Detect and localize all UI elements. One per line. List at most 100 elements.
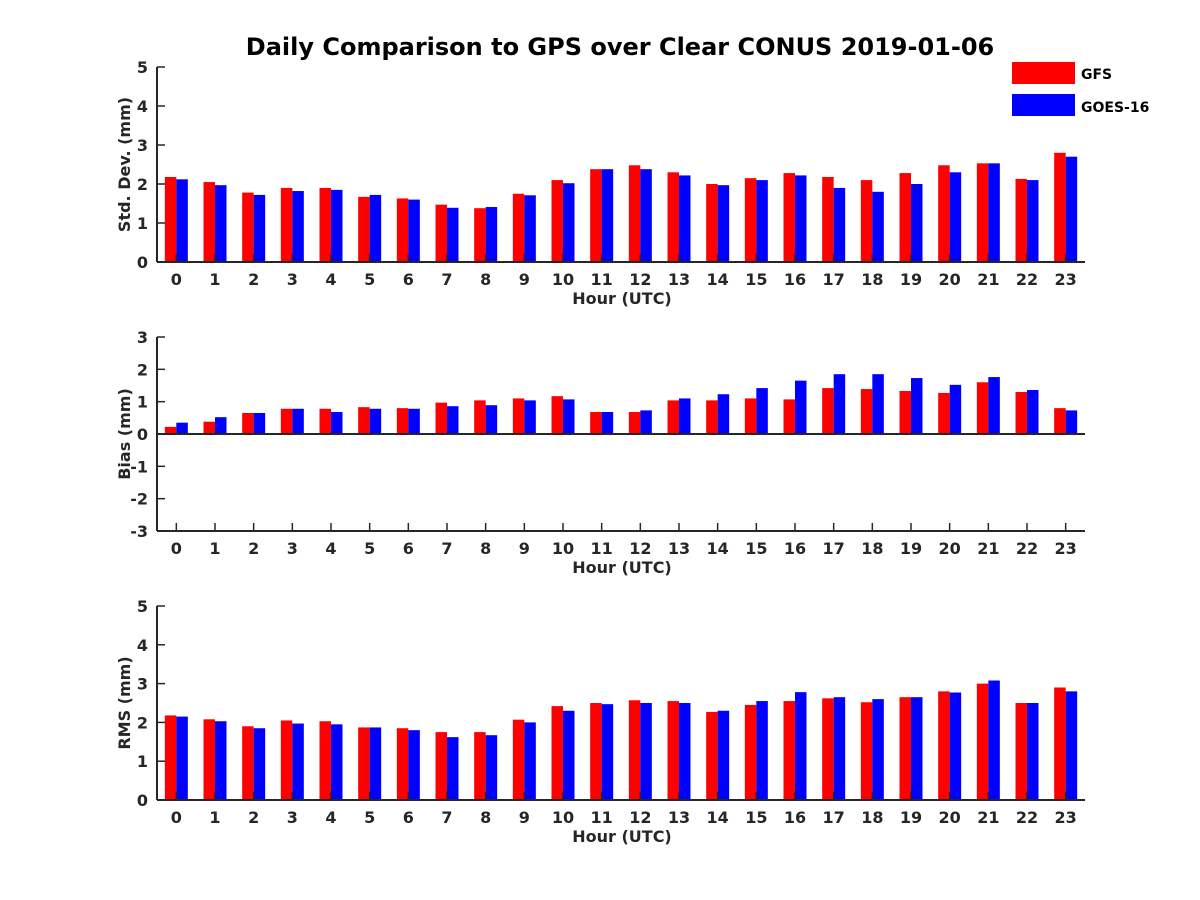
- bar-bias-gfs-hour-3: [280, 408, 293, 434]
- y-tick-label: -1: [130, 457, 148, 476]
- x-tick-label: 0: [171, 270, 182, 289]
- x-tick-label: 18: [861, 270, 883, 289]
- x-tick-label: 18: [861, 539, 883, 558]
- bar-rms-goes16-hour-2: [253, 728, 266, 800]
- bar-std-dev-goes16-hour-1: [215, 185, 227, 262]
- bar-bias-goes16-hour-4: [331, 412, 343, 434]
- bar-rms-gfs-hour-14: [706, 711, 718, 800]
- bar-std-dev-goes16-hour-21: [988, 163, 1000, 262]
- bar-rms-gfs-hour-22: [1015, 703, 1027, 800]
- bar-bias-gfs-hour-20: [938, 392, 950, 434]
- bar-std-dev-gfs-hour-17: [822, 176, 834, 262]
- legend-label-goes16: GOES-16: [1081, 100, 1149, 116]
- y-tick-label: 3: [137, 328, 148, 347]
- y-tick-label: 0: [137, 791, 148, 810]
- bar-bias-gfs-hour-10: [551, 396, 563, 434]
- bar-bias-goes16-hour-0: [176, 422, 188, 434]
- bar-rms-goes16-hour-17: [833, 697, 846, 800]
- bar-bias-goes16-hour-17: [833, 374, 846, 434]
- bar-bias-goes16-hour-18: [872, 374, 884, 434]
- y-tick-label: 1: [137, 393, 148, 412]
- bar-std-dev-goes16-hour-16: [795, 175, 807, 262]
- y-tick-label: -2: [130, 490, 148, 509]
- bar-rms-gfs-hour-12: [628, 700, 641, 800]
- bar-rms-goes16-hour-8: [485, 735, 498, 800]
- x-tick-label: 19: [900, 808, 922, 827]
- y-tick-label: 0: [137, 253, 148, 272]
- x-tick-label: 23: [1055, 808, 1077, 827]
- bar-rms-goes16-hour-12: [640, 703, 652, 800]
- x-tick-label: 19: [900, 270, 922, 289]
- bar-bias-goes16-hour-2: [253, 412, 266, 434]
- x-tick-label: 5: [364, 539, 375, 558]
- x-tick-label: 1: [209, 270, 220, 289]
- x-tick-label: 15: [745, 808, 767, 827]
- bar-bias-gfs-hour-21: [976, 382, 989, 434]
- x-tick-label: 7: [441, 539, 452, 558]
- bar-bias-goes16-hour-13: [679, 398, 691, 434]
- x-tick-label: 21: [977, 539, 999, 558]
- bar-rms-goes16-hour-19: [911, 697, 923, 800]
- bar-std-dev-gfs-hour-12: [628, 165, 641, 262]
- bar-std-dev-goes16-hour-6: [408, 199, 420, 262]
- bar-bias-goes16-hour-14: [717, 394, 730, 434]
- bar-std-dev-goes16-hour-20: [949, 172, 962, 262]
- x-tick-label: 6: [403, 808, 414, 827]
- x-axis-label: Hour (UTC): [572, 289, 672, 308]
- bar-bias-goes16-hour-20: [949, 384, 962, 434]
- x-tick-label: 2: [248, 539, 259, 558]
- bar-std-dev-gfs-hour-9: [512, 193, 525, 262]
- x-tick-label: 10: [552, 808, 574, 827]
- bar-rms-gfs-hour-21: [976, 683, 989, 800]
- bar-bias-gfs-hour-19: [899, 391, 911, 434]
- y-tick-label: 5: [137, 597, 148, 616]
- bar-rms-gfs-hour-20: [938, 691, 950, 800]
- bar-rms-goes16-hour-9: [524, 722, 536, 800]
- bar-bias-goes16-hour-21: [988, 377, 1000, 434]
- bar-std-dev-gfs-hour-8: [474, 208, 486, 262]
- x-tick-label: 23: [1055, 270, 1077, 289]
- bar-rms-gfs-hour-4: [319, 721, 331, 800]
- x-tick-label: 7: [441, 270, 452, 289]
- bar-std-dev-gfs-hour-13: [667, 172, 679, 262]
- bar-bias-gfs-hour-11: [590, 412, 602, 434]
- x-tick-label: 0: [171, 539, 182, 558]
- bar-rms-gfs-hour-10: [551, 706, 563, 800]
- y-tick-label: 3: [137, 136, 148, 155]
- bar-bias-gfs-hour-22: [1015, 391, 1027, 434]
- x-tick-label: 19: [900, 539, 922, 558]
- legend-label-gfs: GFS: [1081, 67, 1112, 83]
- bar-rms-goes16-hour-14: [717, 710, 730, 800]
- bar-bias-gfs-hour-4: [319, 408, 331, 434]
- y-tick-label: 4: [137, 97, 148, 116]
- bar-rms-gfs-hour-2: [242, 726, 254, 800]
- bar-std-dev-goes16-hour-19: [911, 184, 923, 262]
- bar-bias-gfs-hour-15: [744, 398, 757, 434]
- x-tick-label: 10: [552, 270, 574, 289]
- x-tick-label: 17: [823, 808, 845, 827]
- bar-std-dev-goes16-hour-0: [176, 179, 188, 262]
- bar-bias-goes16-hour-22: [1027, 390, 1039, 434]
- bar-bias-goes16-hour-9: [524, 400, 536, 434]
- x-tick-label: 4: [325, 808, 336, 827]
- x-tick-label: 5: [364, 808, 375, 827]
- x-tick-label: 13: [668, 270, 690, 289]
- bar-bias-goes16-hour-7: [447, 406, 459, 434]
- x-tick-label: 20: [939, 808, 961, 827]
- bar-rms-gfs-hour-18: [860, 702, 873, 800]
- x-tick-label: 22: [1016, 808, 1038, 827]
- bar-bias-goes16-hour-10: [563, 399, 575, 434]
- bar-bias-gfs-hour-16: [783, 399, 795, 434]
- y-tick-label: 0: [137, 425, 148, 444]
- x-tick-label: 8: [480, 808, 491, 827]
- bar-bias-goes16-hour-12: [640, 410, 652, 434]
- bar-std-dev-gfs-hour-4: [319, 187, 331, 262]
- x-tick-label: 11: [591, 539, 613, 558]
- bar-std-dev-gfs-hour-7: [435, 204, 447, 262]
- x-tick-label: 4: [325, 270, 336, 289]
- bar-std-dev-goes16-hour-9: [524, 195, 536, 262]
- bar-rms-goes16-hour-0: [176, 716, 188, 800]
